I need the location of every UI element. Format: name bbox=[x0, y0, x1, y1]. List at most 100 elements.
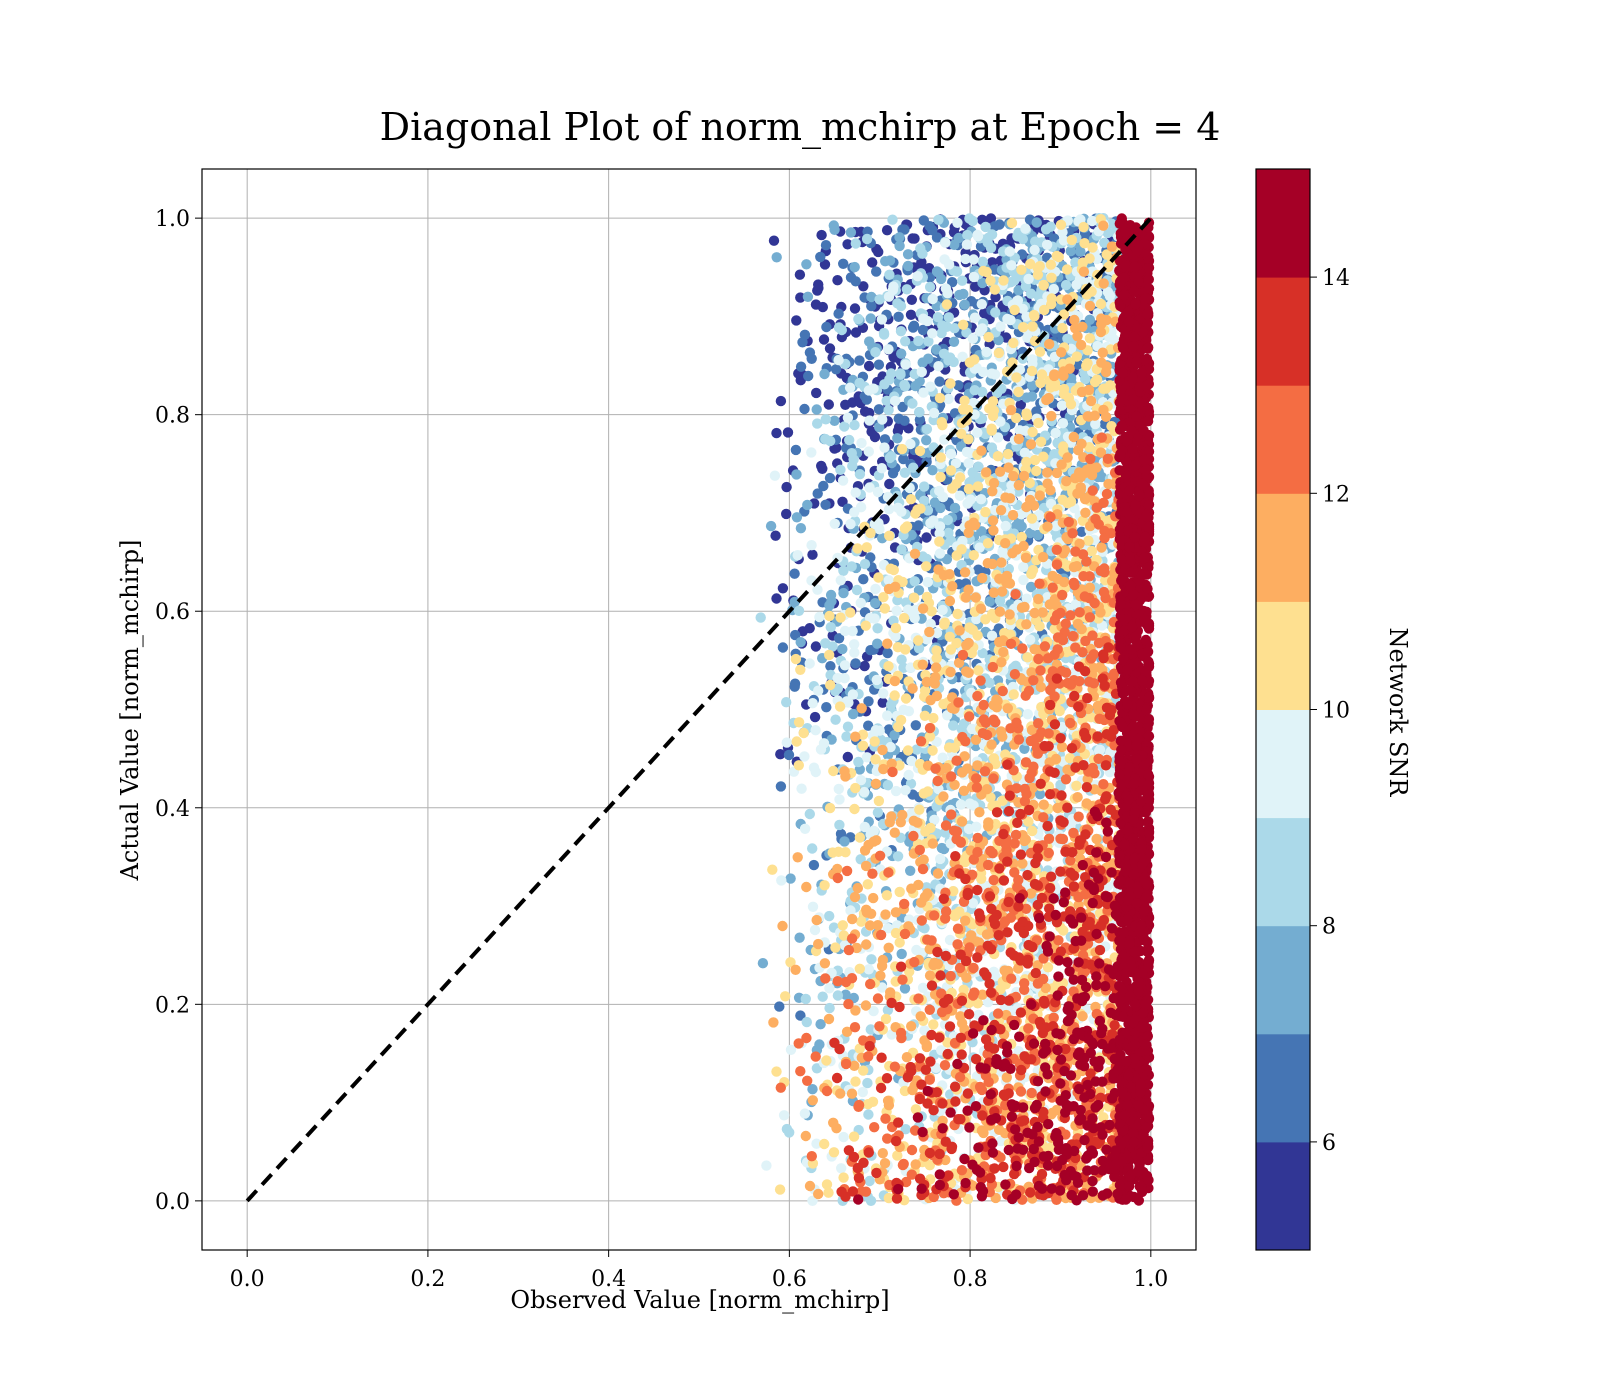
scatter-point bbox=[1019, 601, 1030, 613]
scatter-point bbox=[896, 443, 908, 455]
scatter-point bbox=[874, 294, 885, 305]
scatter-point bbox=[1038, 279, 1049, 291]
scatter-point bbox=[1057, 494, 1068, 505]
scatter-point bbox=[1002, 448, 1014, 460]
scatter-point bbox=[881, 890, 893, 901]
scatter-point bbox=[902, 260, 914, 272]
scatter-point bbox=[813, 1188, 824, 1200]
scatter-point bbox=[944, 934, 956, 946]
scatter-point bbox=[910, 508, 921, 519]
scatter-point bbox=[896, 348, 907, 359]
scatter-point bbox=[994, 636, 1005, 648]
scatter-point bbox=[801, 259, 812, 270]
scatter-point bbox=[893, 413, 904, 424]
scatter-point bbox=[794, 932, 805, 943]
scatter-point bbox=[1041, 239, 1053, 250]
scatter-point bbox=[860, 1000, 872, 1011]
scatter-point bbox=[1106, 421, 1117, 432]
scatter-point bbox=[966, 647, 978, 659]
scatter-point bbox=[902, 249, 914, 260]
scatter-point bbox=[808, 859, 820, 871]
scatter-point bbox=[1024, 494, 1036, 506]
scatter-point bbox=[846, 448, 857, 459]
scatter-point bbox=[1092, 700, 1104, 712]
scatter-point bbox=[846, 561, 857, 572]
scatter-point bbox=[996, 557, 1007, 568]
scatter-point bbox=[775, 749, 786, 760]
scatter-point bbox=[934, 376, 945, 387]
scatter-point bbox=[793, 1038, 804, 1049]
scatter-point bbox=[1034, 490, 1046, 501]
scatter-point bbox=[830, 942, 841, 953]
scatter-point bbox=[774, 1001, 785, 1012]
scatter-point bbox=[837, 643, 848, 655]
scatter-point bbox=[871, 266, 882, 277]
scatter-point bbox=[1050, 381, 1061, 392]
scatter-point bbox=[873, 359, 885, 370]
scatter-point bbox=[884, 452, 895, 464]
scatter-point bbox=[978, 1127, 989, 1139]
scatter-point bbox=[795, 292, 806, 303]
scatter-point bbox=[1080, 467, 1092, 478]
scatter-point bbox=[811, 1138, 822, 1149]
scatter-point bbox=[761, 1160, 772, 1171]
scatter-point bbox=[765, 520, 777, 532]
scatter-point bbox=[838, 587, 849, 599]
scatter-point bbox=[850, 276, 861, 287]
scatter-point bbox=[855, 775, 867, 786]
scatter-point bbox=[840, 847, 851, 858]
scatter-point bbox=[891, 605, 902, 616]
scatter-point bbox=[932, 868, 944, 879]
scatter-point bbox=[1083, 535, 1094, 546]
scatter-point bbox=[959, 567, 971, 578]
scatter-point bbox=[959, 751, 970, 762]
scatter-point bbox=[917, 324, 929, 336]
scatter-point bbox=[812, 418, 823, 429]
scatter-point bbox=[1017, 303, 1028, 314]
scatter-point bbox=[914, 414, 926, 425]
scatter-point bbox=[835, 464, 846, 475]
scatter-point bbox=[790, 629, 801, 641]
scatter-point bbox=[1026, 667, 1037, 678]
scatter-point bbox=[757, 958, 769, 969]
scatter-point bbox=[848, 1131, 860, 1142]
scatter-point bbox=[1084, 582, 1096, 593]
scatter-point bbox=[793, 717, 805, 728]
scatter-point bbox=[902, 745, 914, 756]
scatter-point bbox=[952, 217, 963, 228]
scatter-point bbox=[928, 515, 939, 526]
scatter-point bbox=[975, 603, 987, 614]
scatter-point bbox=[1038, 799, 1050, 810]
scatter-point bbox=[849, 261, 860, 273]
scatter-point bbox=[833, 633, 845, 644]
scatter-point bbox=[1060, 279, 1072, 291]
scatter-point bbox=[913, 879, 924, 891]
scatter-point bbox=[834, 819, 845, 831]
scatter-point bbox=[869, 736, 880, 747]
scatter-point bbox=[878, 592, 889, 603]
scatter-point bbox=[785, 873, 796, 884]
scatter-point bbox=[795, 664, 806, 675]
scatter-point bbox=[962, 763, 973, 774]
scatter-point bbox=[830, 714, 841, 725]
scatter-point bbox=[807, 1195, 818, 1207]
scatter-point bbox=[1026, 513, 1038, 524]
scatter-point bbox=[872, 623, 883, 634]
scatter-point bbox=[1044, 338, 1055, 350]
scatter-point bbox=[905, 309, 917, 320]
scatter-point bbox=[1029, 644, 1040, 655]
scatter-point bbox=[789, 681, 800, 692]
scatter-point bbox=[971, 821, 982, 832]
scatter-point bbox=[801, 1016, 812, 1028]
scatter-point bbox=[774, 1184, 786, 1195]
scatter-point bbox=[969, 354, 980, 365]
scatter-point bbox=[908, 462, 919, 473]
scatter-point bbox=[955, 472, 966, 483]
scatter-point bbox=[919, 710, 931, 721]
scatter-point bbox=[976, 299, 987, 310]
scatter-point bbox=[945, 970, 956, 982]
scatter-point bbox=[906, 294, 917, 305]
scatter-point bbox=[1076, 526, 1087, 537]
scatter-point bbox=[824, 343, 836, 354]
scatter-point bbox=[849, 891, 861, 903]
